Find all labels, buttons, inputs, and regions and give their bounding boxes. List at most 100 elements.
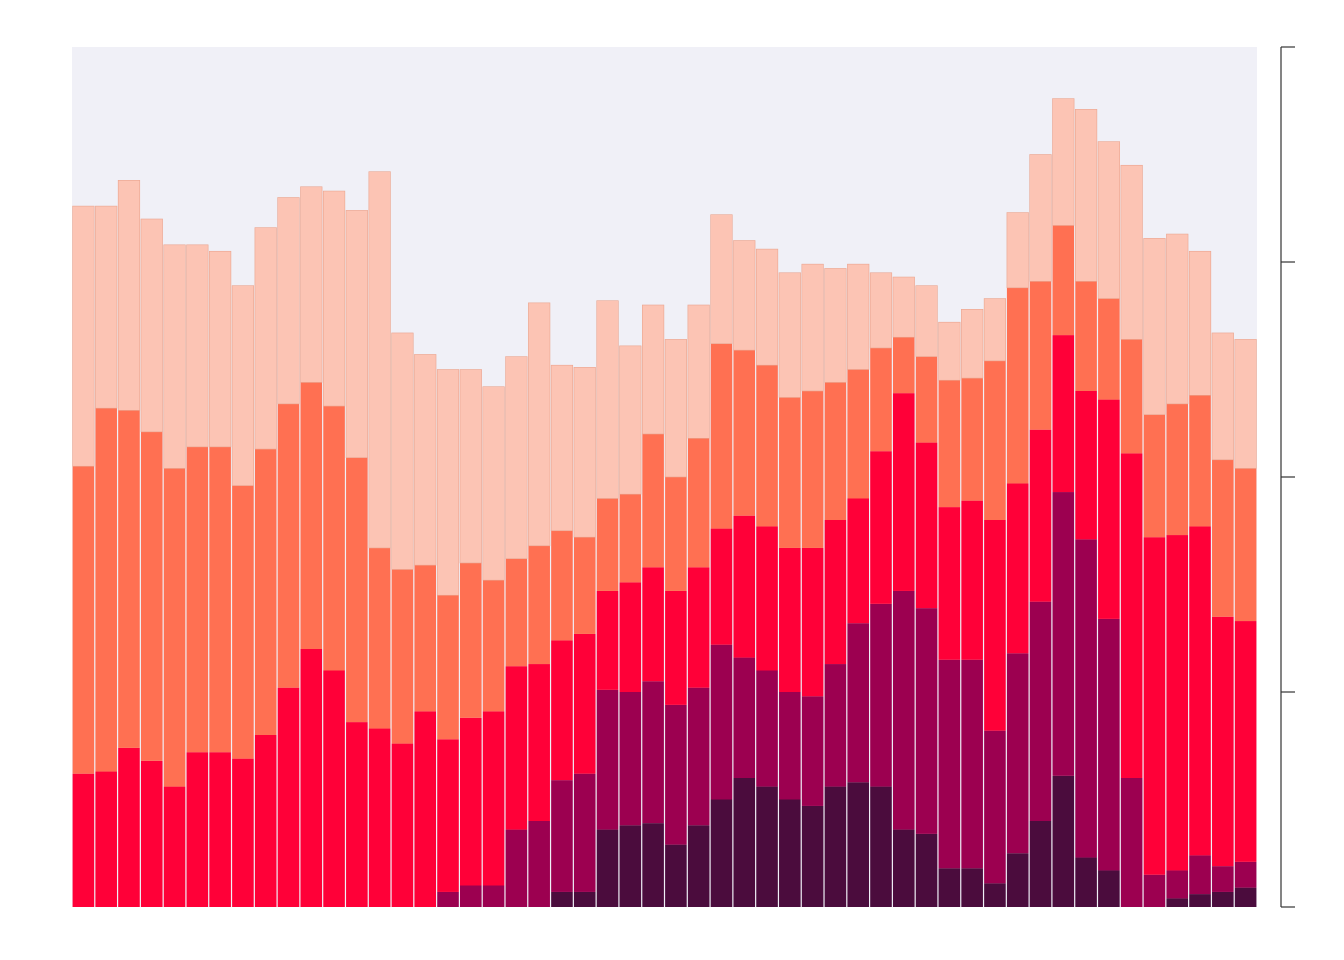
- bar-segment: [1075, 281, 1097, 391]
- bar-segment: [870, 603, 892, 787]
- bar-segment: [1211, 332, 1234, 461]
- bar-segment: [869, 272, 893, 349]
- bar-segment: [232, 758, 254, 907]
- bar-segment: [436, 369, 460, 596]
- bar-segment: [870, 786, 892, 907]
- bar-segment: [1098, 399, 1120, 619]
- bar-segment: [1166, 870, 1189, 899]
- bar-segment: [391, 743, 414, 907]
- bar-segment: [1143, 874, 1166, 907]
- bar-segment: [368, 171, 391, 549]
- bar-segment: [619, 692, 642, 826]
- bar-segment: [596, 829, 619, 907]
- bar-segment: [1075, 857, 1097, 907]
- bar-segment: [1075, 539, 1097, 858]
- bar-segment: [1052, 775, 1075, 907]
- bar-segment: [323, 670, 345, 907]
- bar-segment: [1029, 281, 1052, 430]
- bar-segment: [118, 410, 140, 748]
- bar-segment: [710, 644, 733, 800]
- bar-segment: [710, 343, 733, 529]
- bar-segment: [254, 449, 277, 735]
- bar-segment: [437, 595, 459, 740]
- bar-segment: [870, 348, 892, 452]
- bar-segment: [938, 868, 961, 907]
- bar-segment: [1098, 618, 1120, 871]
- bar-segment: [642, 823, 664, 907]
- bar-segment: [733, 515, 756, 658]
- bar-segment: [664, 339, 687, 478]
- bar-segment: [755, 248, 779, 366]
- bar-segment: [528, 302, 551, 547]
- bar-segment: [300, 382, 323, 649]
- bar-segment: [961, 659, 983, 869]
- bar-segment: [1234, 621, 1257, 862]
- bar-segment: [1029, 154, 1052, 282]
- bar-segment: [870, 451, 892, 604]
- bar-segment: [1006, 653, 1029, 854]
- bar-segment: [1029, 601, 1052, 821]
- bar-segment: [687, 687, 710, 826]
- bar-segment: [437, 891, 459, 907]
- bar-segment: [95, 408, 117, 772]
- bar-segment: [163, 468, 186, 787]
- bar-segment: [1098, 870, 1120, 907]
- bar-segment: [938, 659, 961, 869]
- bar-segment: [254, 227, 277, 450]
- bar-segment: [1166, 898, 1189, 907]
- bar-segment: [551, 530, 573, 641]
- bar-segment: [801, 805, 824, 907]
- bar-segment: [505, 356, 528, 560]
- bar-segment: [72, 205, 95, 467]
- bar-segment: [619, 582, 642, 692]
- bar-segment: [1234, 339, 1257, 469]
- bar-segment: [573, 633, 596, 774]
- bar-segment: [186, 446, 209, 753]
- bar-segment: [801, 696, 824, 806]
- bar-segment: [665, 844, 687, 907]
- bar-segment: [961, 308, 984, 379]
- bar-segment: [300, 186, 323, 383]
- bar-segment: [140, 218, 163, 433]
- bar-segment: [824, 268, 847, 383]
- bar-segment: [824, 786, 847, 907]
- bar-segment: [824, 520, 847, 665]
- bar-segment: [596, 300, 619, 499]
- bar-segment: [505, 666, 528, 830]
- bar-segment: [733, 657, 756, 778]
- bar-segment: [209, 446, 231, 753]
- bar-segment: [847, 369, 869, 499]
- bar-segment: [1143, 537, 1166, 875]
- bar-segment: [801, 263, 824, 392]
- bar-segment: [1075, 391, 1097, 540]
- bar-segment: [984, 360, 1006, 520]
- bar-segment: [72, 773, 95, 907]
- bar-segment: [1212, 866, 1234, 892]
- bar-segment: [322, 190, 346, 407]
- bar-segment: [277, 687, 300, 907]
- bar-segment: [1143, 414, 1166, 538]
- bar-segment: [642, 681, 664, 824]
- bar-segment: [118, 747, 140, 907]
- bar-segment: [254, 735, 277, 907]
- bar-segment: [824, 664, 847, 787]
- bar-segment: [186, 752, 209, 907]
- bar-segment: [1120, 453, 1143, 778]
- bar-segment: [1212, 891, 1234, 907]
- bar-segment: [1052, 225, 1075, 336]
- bar-segment: [346, 457, 368, 723]
- bar-segment: [346, 722, 368, 907]
- bar-segment: [596, 498, 619, 591]
- bar-segment: [984, 883, 1006, 907]
- bar-segment: [915, 442, 938, 609]
- bar-segment: [72, 466, 95, 774]
- bar-segment: [1234, 887, 1257, 907]
- bar-segment: [551, 780, 573, 892]
- bar-segment: [1006, 212, 1029, 289]
- bar-segment: [687, 304, 710, 439]
- bar-segment: [665, 477, 687, 591]
- bar-segment: [687, 825, 710, 907]
- bar-segment: [277, 197, 300, 405]
- bar-segment: [460, 885, 482, 907]
- bar-segment: [459, 369, 482, 564]
